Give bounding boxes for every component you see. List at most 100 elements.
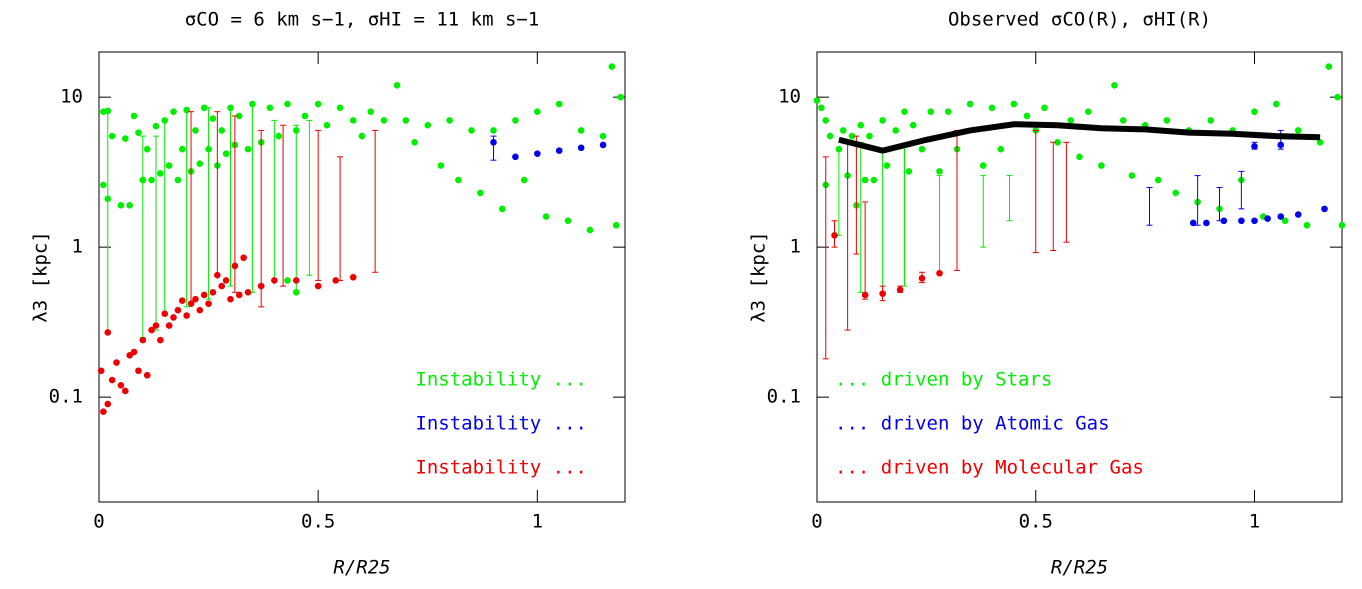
data-point	[879, 290, 886, 297]
data-point	[135, 367, 142, 375]
data-point	[117, 202, 125, 209]
y-tick-label: 0.1	[49, 386, 83, 408]
data-point	[332, 277, 340, 284]
x-tick-label: 1	[532, 511, 543, 533]
data-point	[170, 314, 177, 321]
data-point	[577, 144, 585, 152]
data-point	[1251, 143, 1258, 150]
data-point	[200, 291, 208, 299]
data-point	[117, 381, 125, 389]
data-point	[314, 100, 322, 108]
data-point	[1203, 219, 1210, 227]
data-point	[135, 129, 142, 136]
y-tick-label: 1	[790, 236, 801, 258]
data-point	[100, 408, 107, 415]
y-tick-label: 10	[778, 86, 801, 108]
data-point	[901, 108, 908, 115]
data-point	[857, 121, 865, 129]
data-point	[152, 122, 160, 130]
data-point	[1154, 176, 1162, 184]
data-point	[205, 145, 212, 153]
data-point	[231, 262, 239, 270]
legend-entry: Instability ...	[415, 369, 587, 391]
legend-entry: ... driven by Stars	[835, 369, 1052, 391]
data-point	[214, 271, 221, 279]
data-point	[555, 100, 563, 108]
data-point	[187, 300, 195, 307]
data-point	[143, 371, 151, 379]
data-point	[1294, 127, 1302, 134]
data-point	[257, 282, 265, 290]
data-point	[918, 145, 926, 153]
data-point	[148, 326, 155, 334]
data-point	[599, 132, 607, 140]
data-point	[1023, 112, 1031, 120]
data-point	[424, 121, 432, 129]
data-point	[301, 112, 309, 120]
data-point	[936, 269, 943, 277]
data-point	[235, 112, 243, 120]
data-point	[152, 322, 160, 329]
data-point	[848, 132, 856, 140]
data-point	[249, 100, 256, 108]
data-point	[323, 121, 331, 129]
data-point	[468, 127, 475, 134]
data-point	[1321, 205, 1328, 213]
plot-frame	[816, 51, 1343, 503]
y-tick-label: 0.1	[767, 386, 801, 408]
data-point	[174, 306, 182, 314]
data-point	[861, 291, 869, 299]
data-point	[183, 106, 190, 114]
data-point	[367, 108, 375, 115]
data-point	[1076, 153, 1083, 161]
data-point	[100, 181, 107, 189]
data-point	[292, 277, 300, 284]
data-point	[130, 348, 138, 356]
data-point	[944, 108, 952, 115]
data-point	[586, 226, 594, 234]
data-point	[1010, 100, 1018, 108]
data-point	[1316, 139, 1324, 146]
data-point	[818, 104, 825, 112]
data-point	[104, 107, 112, 115]
plot-frame	[98, 51, 626, 503]
data-point	[1189, 219, 1197, 227]
y-tick-label: 10	[60, 86, 83, 108]
data-point	[1098, 162, 1105, 169]
data-point	[161, 117, 169, 124]
data-point	[608, 63, 616, 70]
data-point	[108, 132, 116, 140]
data-point	[222, 150, 230, 157]
data-point	[174, 176, 182, 184]
data-point	[139, 336, 147, 344]
y-axis-label: λ3 [kpc]	[748, 231, 770, 323]
data-point	[183, 312, 190, 319]
data-point	[1273, 100, 1280, 108]
data-point	[148, 176, 155, 184]
data-point	[284, 277, 291, 284]
data-point	[1277, 141, 1285, 149]
data-point	[284, 100, 291, 108]
data-point	[498, 205, 506, 213]
data-point	[617, 93, 624, 101]
data-point	[240, 254, 247, 262]
data-point	[866, 132, 873, 140]
data-point	[1251, 108, 1258, 115]
data-point	[826, 132, 834, 140]
data-point	[349, 117, 357, 124]
data-point	[512, 153, 519, 161]
data-point	[1334, 93, 1341, 101]
trend-line	[838, 121, 1321, 154]
data-point	[979, 162, 987, 169]
data-point	[178, 145, 186, 153]
data-point	[196, 306, 204, 314]
data-point	[896, 286, 904, 294]
data-point	[411, 139, 418, 146]
data-point	[577, 127, 585, 134]
panel: σCO = 6 km s−1, σHI = 11 km s−1 R/R25 λ3 […	[30, 9, 626, 579]
data-point	[122, 135, 129, 142]
data-point	[1119, 117, 1127, 124]
data-point	[988, 104, 996, 112]
data-point	[178, 297, 186, 304]
